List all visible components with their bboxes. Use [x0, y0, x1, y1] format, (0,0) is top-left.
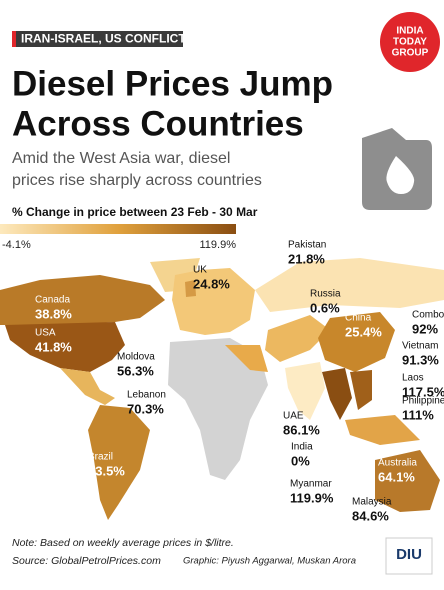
- country-name: Lebanon: [127, 390, 166, 401]
- country-value: 64.1%: [378, 469, 415, 484]
- country-value: 23.5%: [88, 463, 125, 478]
- subtitle: prices rise sharply across countries: [12, 172, 262, 189]
- country-name: Philippines: [402, 396, 444, 407]
- country-name: Vietnam: [402, 341, 439, 352]
- credit: Graphic: Piyush Aggarwal, Muskan Arora: [183, 556, 356, 567]
- country-name: Moldova: [117, 352, 155, 363]
- country-name: Myanmar: [290, 479, 332, 490]
- logo-text: GROUP: [392, 48, 429, 59]
- country-name: Combodia: [412, 310, 444, 321]
- country-name: Laos: [402, 373, 424, 384]
- title: Diesel Prices Jump: [12, 64, 333, 103]
- tag-box: [16, 31, 183, 47]
- legend-max: 119.9%: [200, 239, 237, 251]
- note: Note: Based on weekly average prices in …: [12, 537, 234, 549]
- country-value: 111%: [402, 407, 434, 422]
- country-name: Russia: [310, 289, 341, 300]
- subtitle: Amid the West Asia war, diesel: [12, 150, 230, 167]
- country-value: 117.5%: [402, 384, 444, 399]
- world-map: [0, 258, 444, 520]
- country-value: 0.6%: [310, 300, 340, 315]
- logo: [380, 12, 440, 72]
- source: Source: GlobalPetrolPrices.com: [12, 555, 161, 567]
- badge-box: [385, 537, 433, 575]
- country-value: 92%: [412, 321, 438, 336]
- country-value: 0%: [291, 453, 310, 468]
- country-value: 38.8%: [35, 306, 72, 321]
- country-name: China: [345, 313, 372, 324]
- country-value: 91.3%: [402, 352, 439, 367]
- country-value: 84.6%: [352, 508, 389, 523]
- country-name: Brazil: [88, 452, 113, 463]
- badge: DIU: [396, 546, 422, 563]
- country-name: India: [291, 442, 313, 453]
- country-value: 41.8%: [35, 339, 72, 354]
- tag-bar: [12, 31, 16, 47]
- country-name: Malaysia: [352, 497, 392, 508]
- country-name: Pakistan: [288, 240, 326, 251]
- country-name: Australia: [378, 458, 417, 469]
- country-name: USA: [35, 328, 56, 339]
- legend-bar: [0, 224, 236, 234]
- logo-text: INDIA: [396, 26, 423, 37]
- legend-min: -4.1%: [2, 239, 31, 251]
- country-value: 21.8%: [288, 251, 325, 266]
- country-value: 25.4%: [345, 324, 382, 339]
- country-value: 119.9%: [290, 490, 334, 505]
- country-value: 24.8%: [193, 276, 230, 291]
- country-name: UK: [193, 265, 207, 276]
- title: Across Countries: [12, 104, 304, 143]
- country-value: 70.3%: [127, 401, 164, 416]
- country-value: 86.1%: [283, 422, 320, 437]
- tag: IRAN-ISRAEL, US CONFLICT: [21, 32, 186, 46]
- fuel-can-icon: [362, 128, 432, 210]
- country-value: 56.3%: [117, 363, 154, 378]
- logo-text: TODAY: [393, 37, 427, 48]
- country-name: UAE: [283, 411, 304, 422]
- legend-title: % Change in price between 23 Feb - 30 Ma…: [12, 205, 258, 219]
- country-name: Canada: [35, 295, 70, 306]
